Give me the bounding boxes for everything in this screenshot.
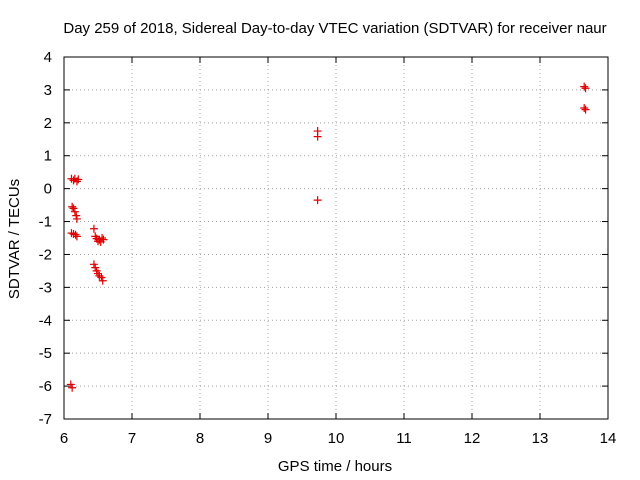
y-tick-label: -2 bbox=[39, 246, 52, 263]
data-point-marker bbox=[89, 260, 98, 269]
x-tick-label: 8 bbox=[196, 430, 204, 447]
data-point-marker bbox=[98, 234, 107, 242]
data-point-marker bbox=[70, 207, 79, 216]
x-tick-label: 14 bbox=[600, 430, 617, 447]
data-point-marker bbox=[68, 202, 77, 211]
y-axis-label: SDTVAR / TECUs bbox=[6, 179, 23, 299]
chart-title: Day 259 of 2018, Sidereal Day-to-day VTE… bbox=[63, 20, 606, 37]
y-tick-label: -6 bbox=[39, 378, 52, 395]
data-point-marker bbox=[67, 229, 76, 238]
data-point-marker bbox=[72, 214, 81, 223]
data-point-marker bbox=[71, 230, 80, 239]
x-tick-label: 12 bbox=[464, 430, 481, 447]
data-point-marker bbox=[68, 383, 77, 392]
x-tick-label: 10 bbox=[328, 430, 345, 447]
x-tick-label: 11 bbox=[396, 430, 412, 447]
y-tick-label: -5 bbox=[39, 345, 52, 362]
y-tick-label: -1 bbox=[39, 214, 52, 231]
data-point-marker bbox=[580, 104, 589, 113]
data-point-marker bbox=[580, 82, 589, 91]
data-point-marker bbox=[69, 204, 78, 213]
x-axis: 6 7 8 9 10 11 12 13 14 bbox=[60, 57, 617, 447]
x-axis-label: GPS time / hours bbox=[278, 458, 392, 475]
data-point-marker bbox=[99, 235, 108, 244]
x-tick-label: 6 bbox=[60, 430, 68, 447]
y-tick-label: -7 bbox=[39, 411, 52, 428]
y-tick-label: -4 bbox=[39, 312, 52, 329]
data-point-marker bbox=[69, 176, 78, 185]
data-point-marker bbox=[72, 232, 81, 241]
y-tick-label: 2 bbox=[44, 115, 52, 132]
data-point-marker bbox=[581, 105, 590, 114]
x-tick-label: 13 bbox=[532, 430, 549, 447]
data-point-marker bbox=[313, 196, 322, 205]
y-tick-label: 3 bbox=[44, 82, 52, 99]
y-tick-label: -3 bbox=[39, 279, 52, 296]
data-points bbox=[66, 82, 590, 392]
data-point-marker bbox=[313, 132, 322, 141]
x-tick-label: 7 bbox=[128, 430, 136, 447]
data-point-marker bbox=[95, 271, 104, 280]
grid-lines bbox=[64, 57, 608, 419]
data-point-marker bbox=[98, 276, 107, 285]
data-point-marker bbox=[74, 175, 83, 184]
data-point-marker bbox=[66, 380, 75, 389]
data-point-marker bbox=[72, 177, 81, 186]
y-tick-label: 0 bbox=[44, 181, 52, 198]
x-tick-label: 9 bbox=[264, 430, 272, 447]
data-point-marker bbox=[581, 84, 590, 93]
data-point-marker bbox=[89, 224, 98, 233]
y-tick-label: 4 bbox=[44, 49, 52, 66]
y-axis: 4 3 2 1 0 -1 -2 -3 -4 -5 -6 -7 bbox=[39, 49, 608, 428]
y-tick-label: 1 bbox=[44, 148, 52, 165]
data-point-marker bbox=[97, 273, 106, 282]
data-point-marker bbox=[91, 263, 100, 272]
data-point-marker bbox=[72, 211, 81, 220]
